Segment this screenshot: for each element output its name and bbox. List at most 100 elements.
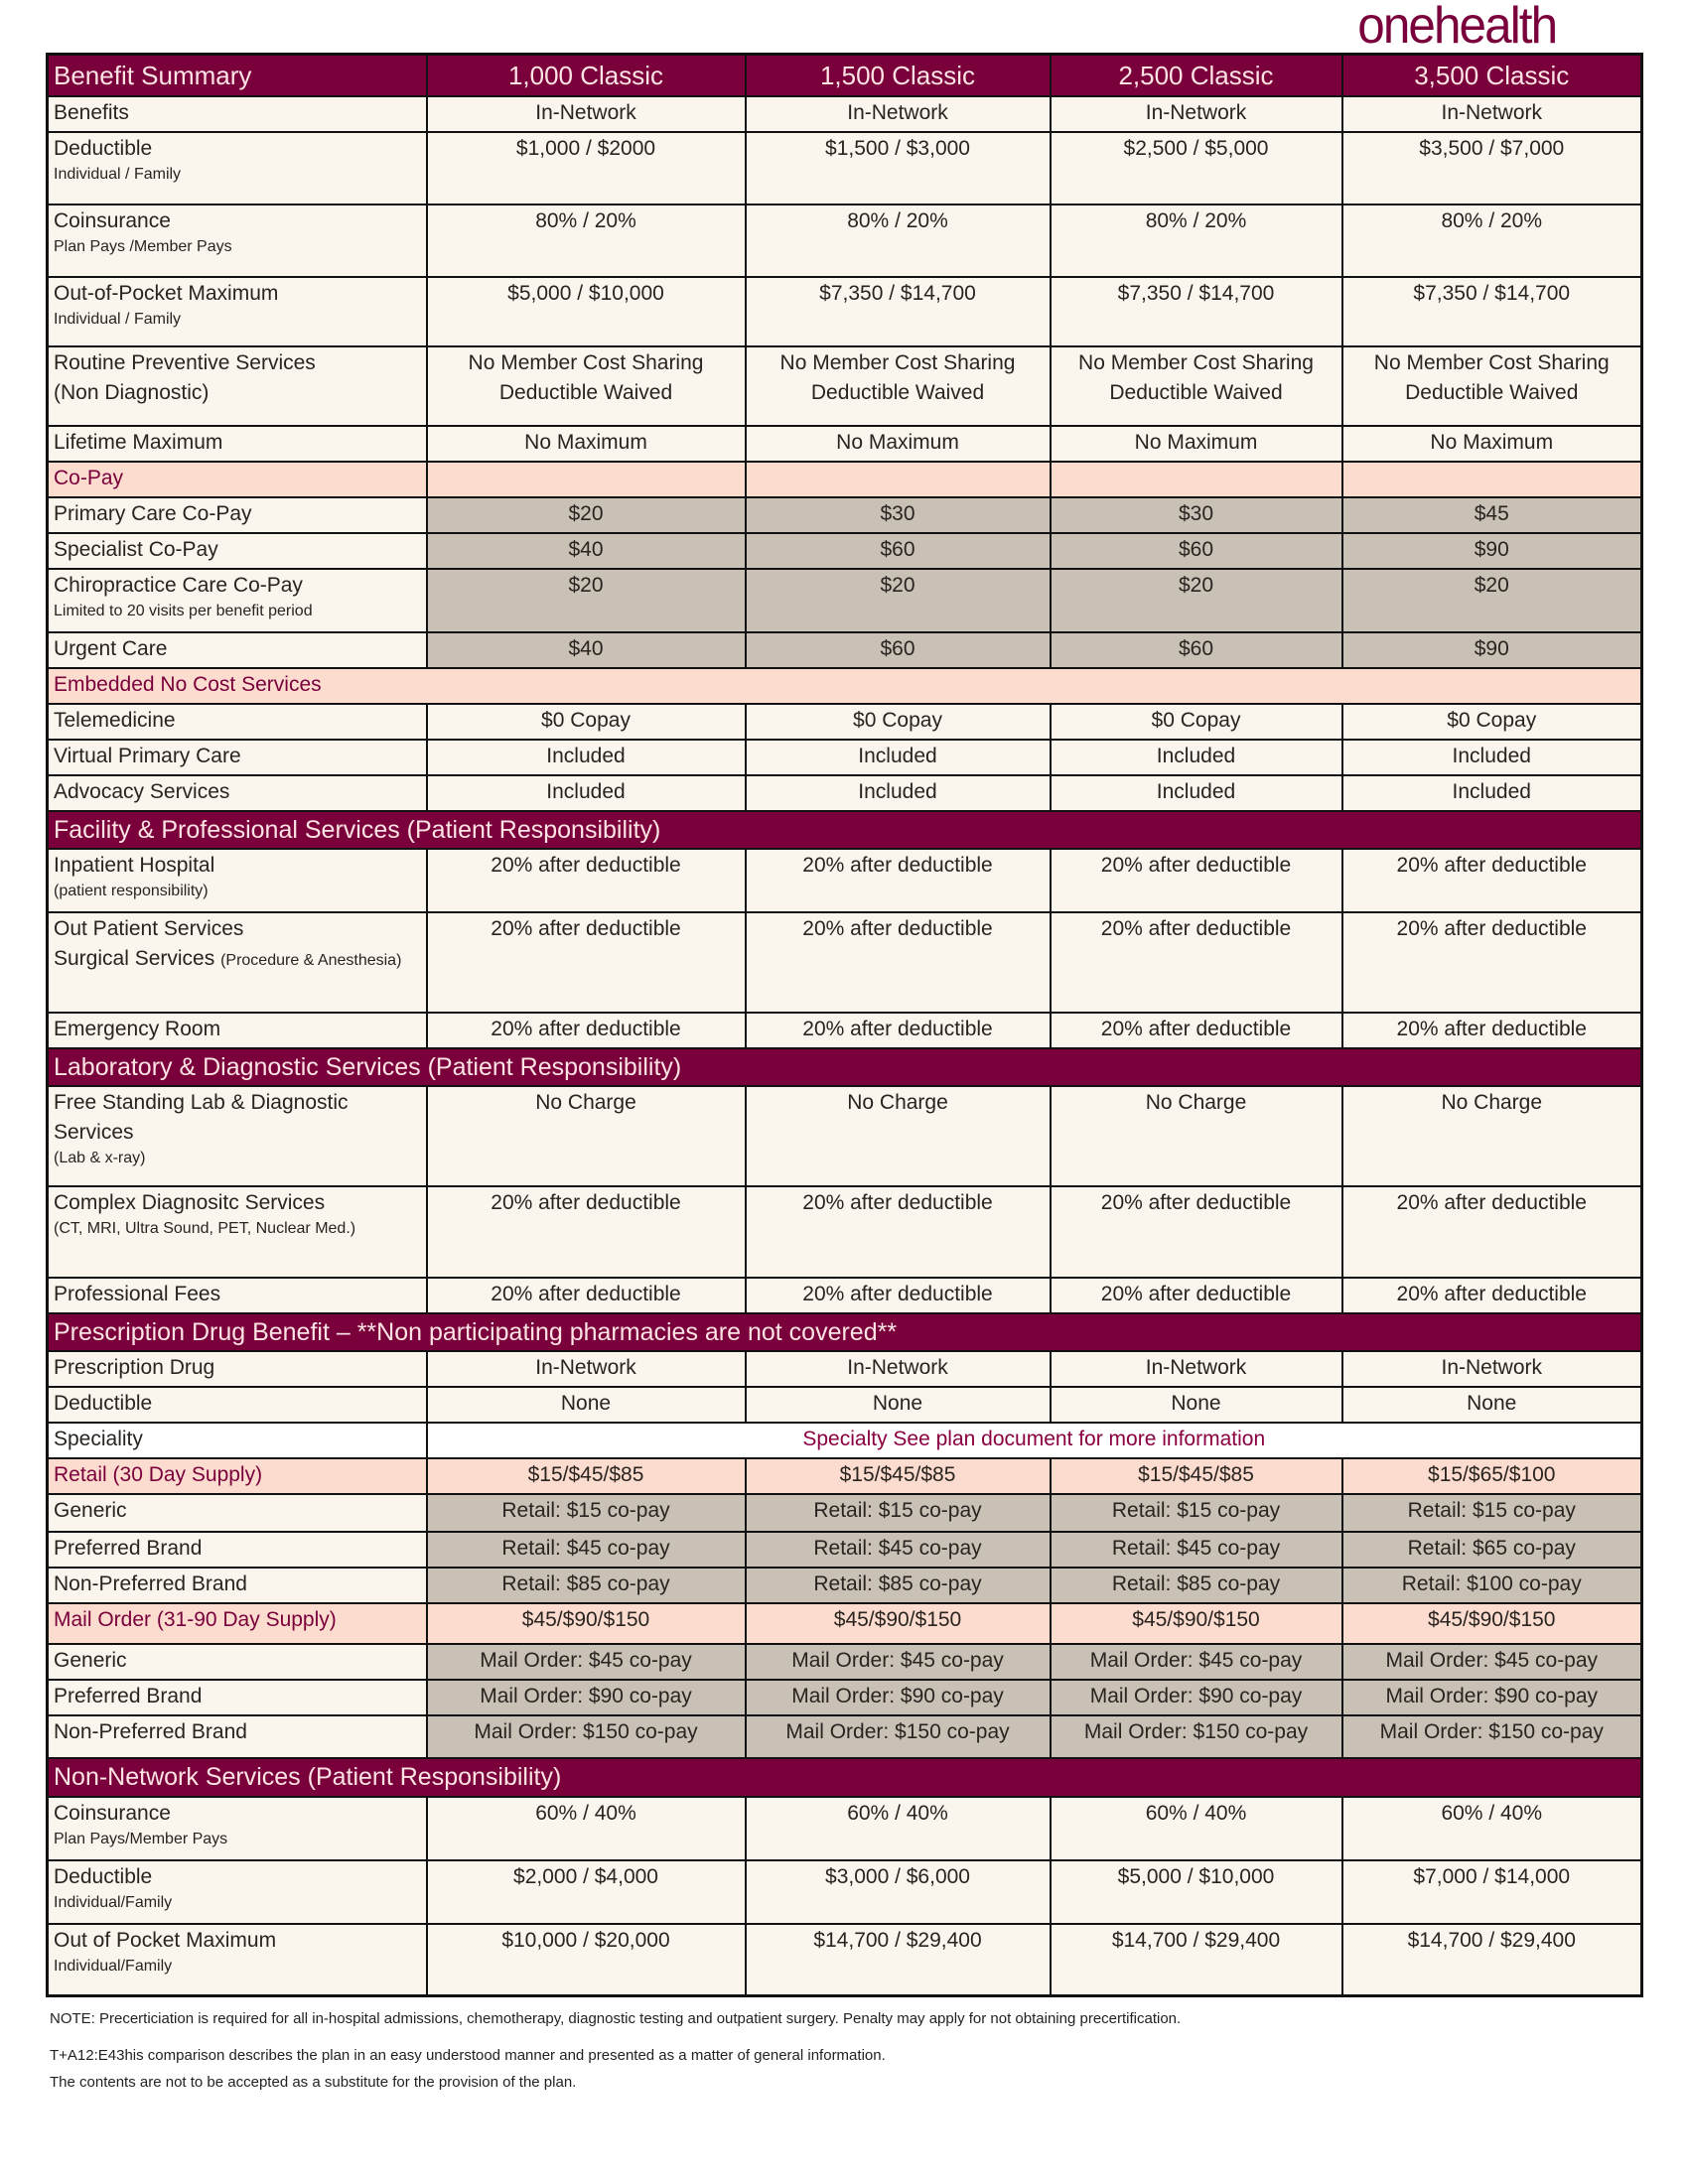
cell-value: No Charge [425,1084,747,1187]
row-label: Chiropractice Care Co-Pay Limited to 20 v… [46,567,428,633]
cell-value: No Member Cost Sharing Deductible Waived [425,344,747,427]
cell-value: $20 [744,567,1052,633]
cell-value: $0 Copay [425,702,747,741]
table-row: Out of Pocket Maximum Individual/Family $1… [46,1922,1643,1997]
cell-value: $14,700 / $29,400 [744,1922,1052,1997]
cell-value [1049,460,1343,498]
cell-value: 20% after deductible [1049,847,1343,913]
row-label-text: Virtual Primary Care [54,744,241,767]
cell-value: $45 [1340,495,1643,534]
row-label: Free Standing Lab & Diagnostic Services (… [46,1084,428,1187]
cell-value: Mail Order: $45 co-pay [1340,1642,1643,1681]
cell-value: $3,000 / $6,000 [744,1858,1052,1925]
table-row: Coinsurance Plan Pays/Member Pays 60% / 40… [46,1795,1643,1861]
row-label: Coinsurance Plan Pays /Member Pays [46,203,428,278]
cell-value: None [1340,1385,1643,1424]
cell-value: Included [1340,738,1643,776]
table-row: Mail Order (31-90 Day Supply) $45/$90/$15… [46,1601,1643,1645]
cell-value: $15/$65/$100 [1340,1456,1643,1495]
row-label: Preferred Brand [46,1530,428,1569]
cell-value: 20% after deductible [1340,1276,1643,1314]
cell-value: $14,700 / $29,400 [1340,1922,1643,1997]
row-label-text: Prescription Drug [54,1355,215,1379]
cell-value: Included [744,738,1052,776]
cell-value: 20% after deductible [425,1276,747,1314]
row-label-text: Routine Preventive Services (Non Diagnos… [54,350,316,404]
cell-value: $60 [744,630,1052,669]
table-row: Co-Pay [46,460,1643,498]
row-label: Out of Pocket Maximum Individual/Family [46,1922,428,1997]
table-row: Speciality Specialty See plan document fo… [46,1421,1643,1459]
row-label-text: Lifetime Maximum [54,430,223,454]
precertification-note: NOTE: Precerticiation is required for al… [50,2010,1182,2027]
table-row: Preferred Brand Mail Order: $90 co-pay Mai… [46,1678,1643,1716]
row-label: Preferred Brand [46,1678,428,1716]
cell-value: $90 [1340,630,1643,669]
cell-value: Retail: $15 co-pay [1340,1492,1643,1533]
row-label: Routine Preventive Services (Non Diagnos… [46,344,428,427]
cell-value: In-Network [425,94,747,133]
cell-value: $30 [1049,495,1343,534]
benefit-summary-table: Benefit Summary 1,000 Classic 1,500 Classi… [46,53,1643,1997]
cell-value: Included [425,738,747,776]
row-label: Coinsurance Plan Pays/Member Pays [46,1795,428,1861]
table-row: Specialist Co-Pay $40 $60 $60 $90 [46,531,1643,570]
cell-value: Mail Order: $150 co-pay [1340,1713,1643,1759]
cell-value: Included [1049,738,1343,776]
row-label: Non-Preferred Brand [46,1713,428,1759]
plan-column-header: 1,500 Classic [744,53,1052,97]
row-label-text: Deductible [54,1391,153,1415]
row-label: Urgent Care [46,630,428,669]
table-row: Facility & Professional Services (Patien… [46,809,1643,850]
cell-value: Retail: $85 co-pay [744,1566,1052,1604]
row-label-text: Deductible [54,1864,153,1888]
row-label-text: Mail Order (31-90 Day Supply) [54,1607,337,1631]
cell-value: No Maximum [1049,424,1343,463]
row-label-text: Non-Preferred Brand [54,1719,247,1743]
table-row: Laboratory & Diagnostic Services (Patien… [46,1046,1643,1087]
table-row: Telemedicine $0 Copay $0 Copay $0 Copay $0 C… [46,702,1643,741]
cell-value: Retail: $65 co-pay [1340,1530,1643,1569]
cell-value: Mail Order: $90 co-pay [1340,1678,1643,1716]
row-label: Inpatient Hospital (patient responsibilit… [46,847,428,913]
table-row: Chiropractice Care Co-Pay Limited to 20 v… [46,567,1643,633]
row-label: Complex Diagnositc Services (CT, MRI, Ult… [46,1184,428,1279]
cell-value: Retail: $85 co-pay [1049,1566,1343,1604]
row-label: Telemedicine [46,702,428,741]
cell-value: No Member Cost Sharing Deductible Waived [744,344,1052,427]
cell-value: In-Network [1049,94,1343,133]
cell-value: $2,500 / $5,000 [1049,130,1343,205]
table-row: Free Standing Lab & Diagnostic Services (… [46,1084,1643,1187]
cell-value: 20% after deductible [744,1184,1052,1279]
cell-value: $15/$45/$85 [1049,1456,1343,1495]
section-header: Laboratory & Diagnostic Services (Patien… [46,1046,1643,1087]
plan-column-header: 3,500 Classic [1340,53,1643,97]
cell-value: 20% after deductible [1340,910,1643,1014]
cell-value: $7,350 / $14,700 [1340,275,1643,347]
table-row: Out Patient Services Surgical Services (… [46,910,1643,1014]
cell-value: $45/$90/$150 [744,1601,1052,1645]
cell-value: No Charge [1340,1084,1643,1187]
cell-value [425,460,747,498]
cell-value: Mail Order: $45 co-pay [744,1642,1052,1681]
row-label: Deductible [46,1385,428,1424]
cell-value: No Charge [744,1084,1052,1187]
row-label-text: Inpatient Hospital [54,853,215,877]
row-label-text: Out of Pocket Maximum [54,1928,277,1952]
row-sublabel: (patient responsibility) [54,882,209,899]
cell-value: In-Network [1049,1349,1343,1388]
row-label: Non-Preferred Brand [46,1566,428,1604]
cell-value: Included [1049,773,1343,812]
row-label: Mail Order (31-90 Day Supply) [46,1601,428,1645]
row-label: Virtual Primary Care [46,738,428,776]
cell-value: $15/$45/$85 [425,1456,747,1495]
table-row: Lifetime Maximum No Maximum No Maximum No M… [46,424,1643,463]
cell-value: Retail: $85 co-pay [425,1566,747,1604]
cell-value: 20% after deductible [1340,1011,1643,1049]
cell-value: Mail Order: $150 co-pay [744,1713,1052,1759]
cell-value: None [425,1385,747,1424]
cell-value: Mail Order: $90 co-pay [744,1678,1052,1716]
cell-value: $60 [744,531,1052,570]
row-sublabel: Plan Pays /Member Pays [54,237,232,255]
row-label-text: Primary Care Co-Pay [54,501,252,525]
